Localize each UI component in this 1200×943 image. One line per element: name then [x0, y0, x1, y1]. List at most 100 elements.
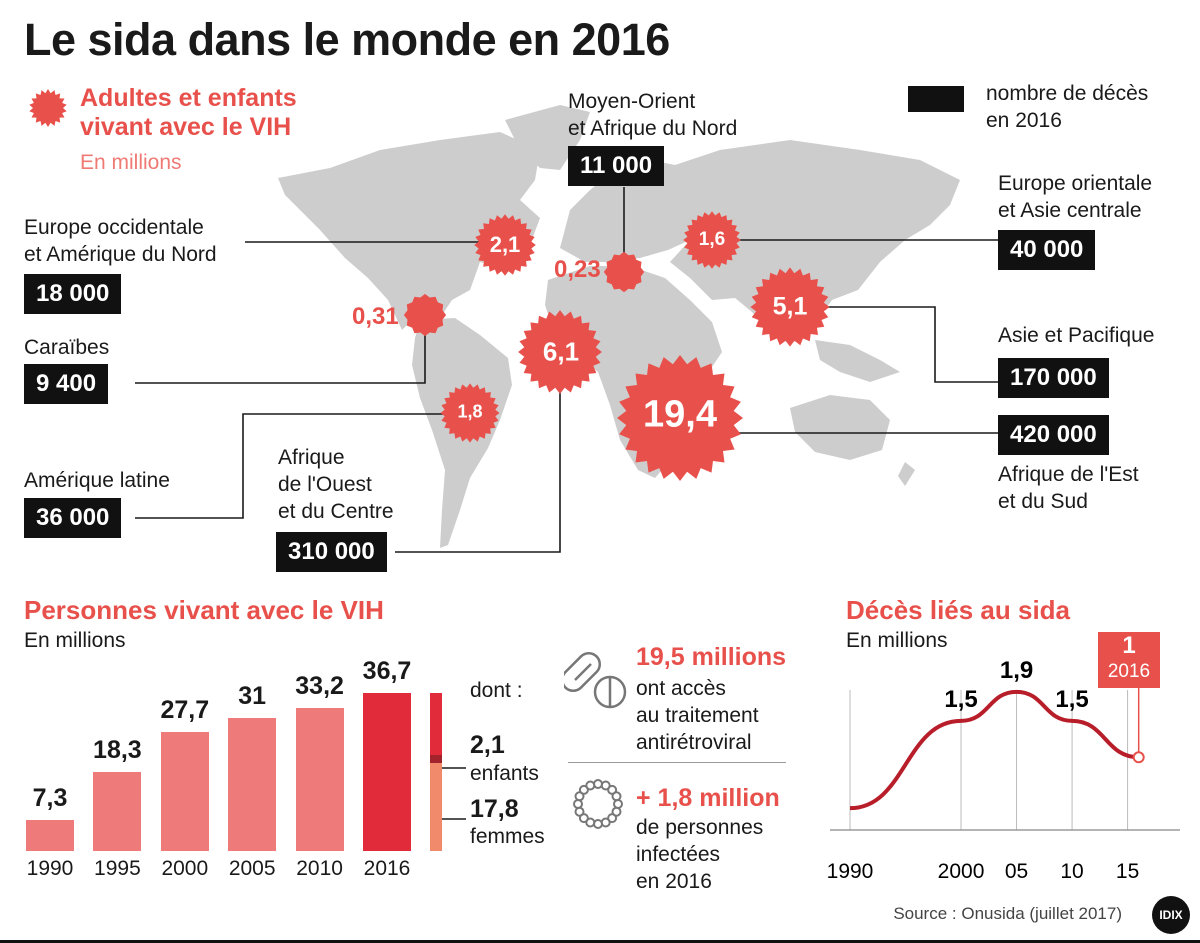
line-end-point [1132, 751, 1145, 764]
deaths-box-asie-pacifique: 170 000 [998, 358, 1109, 398]
breakdown-women-value: 17,8 [470, 795, 519, 823]
line-chart-subtitle: En millions [846, 629, 948, 652]
breakdown-bar [430, 693, 442, 851]
region-burst [617, 355, 743, 481]
page-title: Le sida dans le monde en 2016 [24, 14, 670, 65]
idix-logo: IDIX [1152, 896, 1190, 934]
source-note: Source : Onusida (juillet 2017) [893, 904, 1122, 923]
virus-ring-dot [578, 784, 589, 795]
divider [568, 762, 786, 763]
line-point-label: 1,5 [1055, 686, 1088, 713]
line-tick-label: 10 [1060, 860, 1083, 883]
breakdown-dont: dont : [470, 679, 523, 702]
breakdown-separator [430, 755, 442, 764]
bottom-rule [0, 940, 1200, 943]
infected-line: en 2016 [636, 870, 712, 893]
breakdown-children-value: 2,1 [470, 731, 505, 759]
line-tick-label: 2000 [938, 860, 985, 883]
virus-icon [573, 779, 623, 829]
infected-line: de personnes [636, 816, 764, 839]
region-burst [403, 293, 447, 337]
region-name-line: et du Sud [998, 490, 1088, 513]
line-tick-label: 05 [1005, 860, 1028, 883]
region-burst [474, 214, 536, 276]
burst-value-europe-orientale: 1,6 [698, 229, 726, 250]
region-label-europe-occidentale: Europe occidentale et Amérique du Nord [24, 214, 217, 268]
burst-value-afrique-ouest: 6,1 [542, 336, 580, 367]
virus-ring-dot [607, 813, 618, 824]
line-tick-label: 15 [1116, 860, 1139, 883]
line-tick-label: 1990 [827, 860, 874, 883]
virus-ring-dot [611, 791, 622, 802]
deaths-box-afrique-ouest: 310 000 [276, 532, 387, 572]
legend-living-line2: vivant avec le VIH [80, 113, 292, 141]
deaths-box-europe-occidentale: 18 000 [24, 274, 122, 314]
deaths-legend-swatch [908, 86, 964, 112]
infected-value: + 1,8 million [636, 784, 780, 812]
region-burst [683, 211, 741, 269]
breakdown-children-label: enfants [470, 762, 539, 785]
burst-value-moyen-orient: 0,23 [554, 256, 601, 283]
bar-chart-title: Personnes vivant avec le VIH [24, 595, 384, 625]
treatment-value: 19,5 millions [636, 643, 787, 671]
region-name-line: Europe occidentale [24, 216, 204, 239]
region-label-afrique-ouest: Afrique de l'Ouest et du Centre [278, 444, 394, 525]
connector-asie-pacifique [790, 306, 998, 383]
southeast-asia-shape [815, 340, 900, 382]
burst-value-amerique-latine: 1,8 [457, 401, 483, 422]
region-label-europe-orientale: Europe orientale et Asie centrale [998, 170, 1152, 224]
breakdown-children-segment [430, 693, 442, 756]
region-name-line: et Afrique du Nord [568, 117, 738, 140]
region-burst [603, 251, 645, 293]
line-series [849, 689, 1139, 811]
treatment-line: ont accès [636, 677, 726, 700]
deaths-box-caraibes: 9 400 [24, 364, 109, 404]
burst-legend-icon [29, 89, 67, 127]
breakdown-women-segment [430, 763, 442, 851]
region-burst [518, 310, 602, 394]
breakdown-ticks [442, 767, 466, 820]
treatment-text: ont accès au traitement antirétroviral [636, 675, 759, 756]
region-label-moyen-orient: Moyen-Orient et Afrique du Nord [568, 88, 737, 142]
region-label-amerique-latine: Amérique latine [24, 469, 170, 492]
deaths-box-afrique-est: 420 000 [998, 415, 1109, 455]
australia-shape [790, 395, 890, 460]
world-map [135, 105, 998, 553]
infected-text: de personnes infectées en 2016 [636, 814, 763, 895]
legend-living-unit: En millions [80, 151, 182, 174]
legend-burst-shape [29, 89, 67, 127]
line-point-label: 1,5 [944, 686, 977, 713]
breakdown-women-label: femmes [470, 825, 545, 848]
connector-afrique-ouest [395, 355, 561, 553]
legend-living-line1: Adultes et enfants [80, 84, 297, 112]
virus-ring-dot [578, 813, 589, 824]
connector-amerique-latine [135, 413, 470, 519]
burst-value-caraibes: 0,31 [352, 303, 399, 330]
line-callout-value: 1 [1122, 632, 1136, 659]
region-name-line: Moyen-Orient [568, 90, 696, 113]
virus-ring-dot [607, 784, 618, 795]
region-name-line: et du Centre [278, 500, 394, 523]
region-name-line: Europe orientale [998, 172, 1153, 195]
asia-shape [660, 140, 960, 345]
deaths-box-europe-orientale: 40 000 [998, 230, 1096, 270]
line-callout-year: 2016 [1107, 661, 1151, 682]
treatment-line: antirétroviral [636, 731, 752, 754]
region-name-line: et Amérique du Nord [24, 243, 217, 266]
region-label-afrique-est: Afrique de l'Est et du Sud [998, 461, 1139, 515]
region-name-line: et Asie centrale [998, 199, 1142, 222]
legend-deaths-line1: nombre de décès [986, 82, 1149, 105]
region-name-line: de l'Ouest [278, 473, 372, 496]
new-zealand-shape [898, 462, 915, 486]
region-burst [750, 267, 830, 347]
deaths-box-amerique-latine: 36 000 [24, 498, 122, 538]
pills-icon [564, 651, 627, 709]
region-name-line: Afrique [278, 446, 345, 469]
bar-chart-subtitle: En millions [24, 629, 126, 652]
virus-ring-dot [600, 780, 611, 791]
deaths-box-moyen-orient: 11 000 [568, 146, 665, 186]
burst-value-asie-pacifique: 5,1 [772, 292, 808, 321]
line-point-label: 1,9 [1000, 657, 1033, 684]
north-america-shape [278, 132, 540, 330]
